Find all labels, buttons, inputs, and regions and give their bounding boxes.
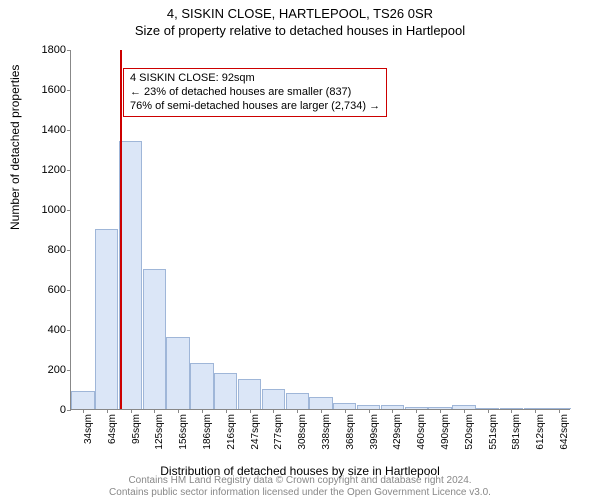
histogram-bar xyxy=(119,141,142,409)
xtick-label: 34sqm xyxy=(83,414,84,444)
xtick-mark xyxy=(83,409,84,413)
footer-line1: Contains HM Land Registry data © Crown c… xyxy=(0,475,600,487)
histogram-bar xyxy=(309,397,332,409)
xtick-mark xyxy=(464,409,465,413)
annotation-box: 4 SISKIN CLOSE: 92sqm← 23% of detached h… xyxy=(123,68,387,117)
xtick-mark xyxy=(202,409,203,413)
xtick-mark xyxy=(535,409,536,413)
xtick-mark xyxy=(273,409,274,413)
ytick-label: 1800 xyxy=(26,44,66,56)
xtick-label: 399sqm xyxy=(369,414,370,450)
ytick-mark xyxy=(67,170,71,171)
xtick-label: 368sqm xyxy=(345,414,346,450)
chart-area: 02004006008001000120014001600180034sqm64… xyxy=(70,50,570,410)
ytick-label: 1400 xyxy=(26,124,66,136)
xtick-label: 429sqm xyxy=(392,414,393,450)
title-subtitle: Size of property relative to detached ho… xyxy=(0,23,600,38)
xtick-label: 186sqm xyxy=(202,414,203,450)
ytick-label: 1000 xyxy=(26,204,66,216)
xtick-mark xyxy=(511,409,512,413)
xtick-mark xyxy=(131,409,132,413)
histogram-bar xyxy=(190,363,213,409)
xtick-mark xyxy=(178,409,179,413)
xtick-label: 247sqm xyxy=(250,414,251,450)
xtick-label: 277sqm xyxy=(273,414,274,450)
ytick-mark xyxy=(67,210,71,211)
xtick-mark xyxy=(488,409,489,413)
xtick-label: 490sqm xyxy=(440,414,441,450)
ytick-mark xyxy=(67,90,71,91)
histogram-bar xyxy=(166,337,189,409)
xtick-label: 216sqm xyxy=(226,414,227,450)
annotation-line: 4 SISKIN CLOSE: 92sqm xyxy=(130,72,380,86)
ytick-mark xyxy=(67,330,71,331)
xtick-mark xyxy=(297,409,298,413)
property-marker-line xyxy=(120,50,122,409)
ytick-label: 400 xyxy=(26,324,66,336)
xtick-label: 551sqm xyxy=(488,414,489,450)
histogram-bar xyxy=(95,229,118,409)
ytick-label: 0 xyxy=(26,404,66,416)
y-axis-label: Number of detached properties xyxy=(8,65,22,230)
xtick-mark xyxy=(416,409,417,413)
xtick-mark xyxy=(321,409,322,413)
histogram-bar xyxy=(214,373,237,409)
xtick-label: 338sqm xyxy=(321,414,322,450)
footer-attribution: Contains HM Land Registry data © Crown c… xyxy=(0,475,600,498)
xtick-mark xyxy=(440,409,441,413)
xtick-label: 125sqm xyxy=(154,414,155,450)
ytick-label: 1600 xyxy=(26,84,66,96)
xtick-label: 642sqm xyxy=(559,414,560,450)
xtick-label: 156sqm xyxy=(178,414,179,450)
ytick-mark xyxy=(67,370,71,371)
xtick-mark xyxy=(369,409,370,413)
ytick-mark xyxy=(67,50,71,51)
xtick-mark xyxy=(250,409,251,413)
histogram-bar xyxy=(286,393,309,409)
xtick-mark xyxy=(107,409,108,413)
ytick-label: 600 xyxy=(26,284,66,296)
xtick-label: 460sqm xyxy=(416,414,417,450)
ytick-mark xyxy=(67,130,71,131)
ytick-label: 800 xyxy=(26,244,66,256)
xtick-label: 308sqm xyxy=(297,414,298,450)
xtick-label: 581sqm xyxy=(511,414,512,450)
ytick-label: 1200 xyxy=(26,164,66,176)
histogram-bar xyxy=(71,391,94,409)
histogram-bar xyxy=(262,389,285,409)
xtick-mark xyxy=(226,409,227,413)
footer-line2: Contains public sector information licen… xyxy=(0,487,600,499)
histogram-bar xyxy=(238,379,261,409)
title-address: 4, SISKIN CLOSE, HARTLEPOOL, TS26 0SR xyxy=(0,6,600,21)
histogram-bar xyxy=(143,269,166,409)
ytick-label: 200 xyxy=(26,364,66,376)
xtick-mark xyxy=(559,409,560,413)
ytick-mark xyxy=(67,410,71,411)
xtick-label: 612sqm xyxy=(535,414,536,450)
xtick-label: 95sqm xyxy=(131,414,132,444)
xtick-label: 520sqm xyxy=(464,414,465,450)
annotation-line: ← 23% of detached houses are smaller (83… xyxy=(130,86,380,100)
ytick-mark xyxy=(67,250,71,251)
xtick-label: 64sqm xyxy=(107,414,108,444)
histogram-plot: 02004006008001000120014001600180034sqm64… xyxy=(70,50,570,410)
ytick-mark xyxy=(67,290,71,291)
xtick-mark xyxy=(154,409,155,413)
annotation-line: 76% of semi-detached houses are larger (… xyxy=(130,100,380,114)
xtick-mark xyxy=(392,409,393,413)
xtick-mark xyxy=(345,409,346,413)
